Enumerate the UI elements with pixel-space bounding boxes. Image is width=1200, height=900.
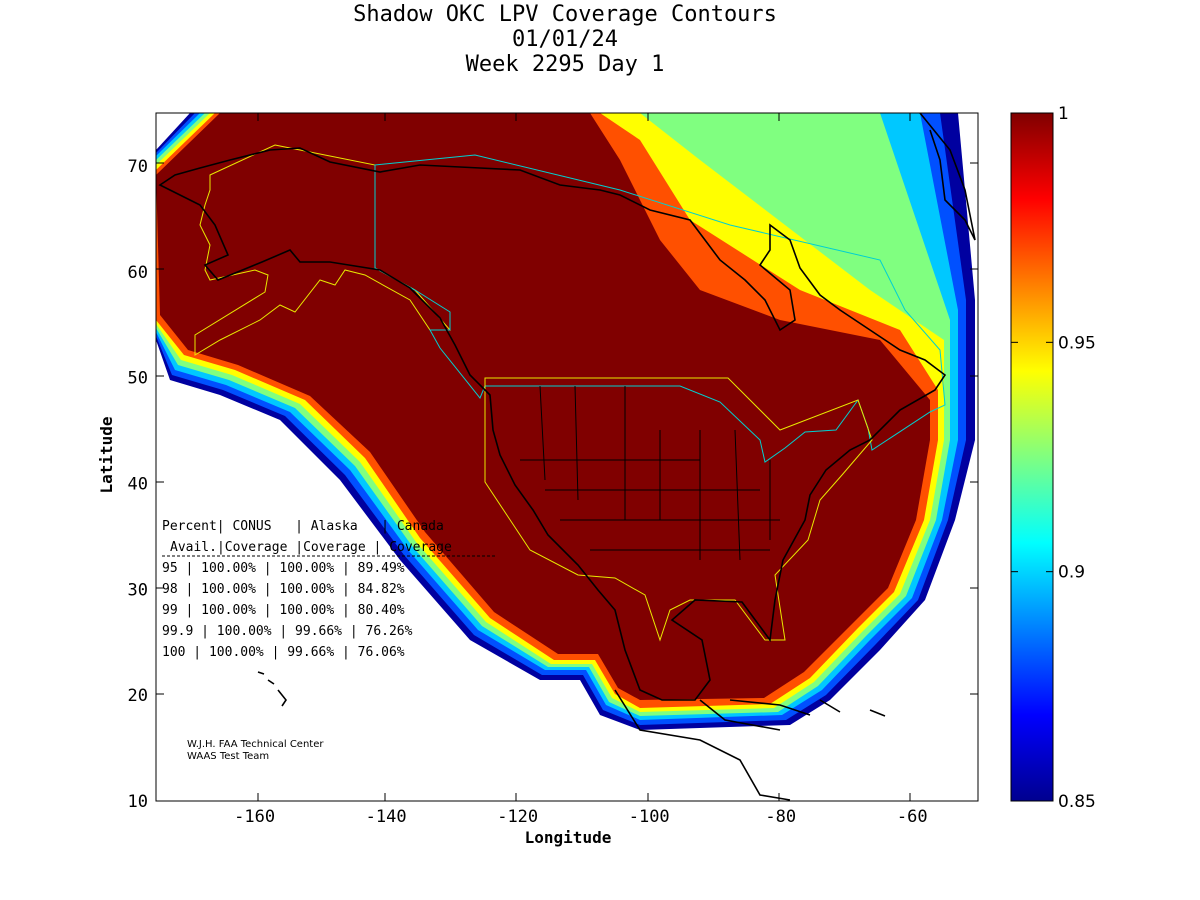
y-axis-tick-labels: 10 20 30 40 50 60 70	[128, 157, 148, 812]
x-tick-label: -60	[897, 807, 928, 827]
grid-ticks	[156, 113, 978, 801]
plot-frame	[155, 112, 979, 802]
coverage-contours	[156, 113, 975, 730]
x-axis-label: Longitude	[525, 828, 612, 847]
credits-line-2: WAAS Test Team	[187, 751, 269, 762]
table-row: 100 | 100.00% | 99.66% | 76.06%	[162, 645, 405, 660]
colorbar: 1 0.95 0.9 0.85	[1010, 104, 1096, 812]
coverage-table: Percent| CONUS | Alaska | Canada Avail.|…	[162, 519, 495, 660]
y-tick-label: 60	[128, 263, 148, 283]
x-tick-label: -120	[497, 807, 538, 827]
colorbar-gradient	[1010, 112, 1054, 802]
greenland-coast	[919, 113, 976, 241]
table-header-row-2: Avail.|Coverage |Coverage | Coverage	[170, 540, 452, 555]
region-boundaries	[194, 144, 946, 642]
title-line-1: Shadow OKC LPV Coverage Contours	[353, 2, 777, 27]
colorbar-tick-label: 0.9	[1058, 563, 1085, 583]
central-america-coast	[614, 689, 791, 801]
state-borders	[520, 385, 780, 561]
table-header-row-1: Percent| CONUS | Alaska | Canada	[162, 519, 444, 534]
colorbar-tick-label: 0.85	[1058, 792, 1096, 812]
x-tick-label: -100	[629, 807, 670, 827]
y-tick-label: 30	[128, 580, 148, 600]
table-row: 99 | 100.00% | 100.00% | 80.40%	[162, 603, 405, 618]
y-tick-label: 70	[128, 157, 148, 177]
caribbean-islands	[729, 699, 886, 717]
contour-band-100	[156, 113, 930, 700]
x-tick-label: -160	[234, 807, 275, 827]
coastlines	[158, 113, 976, 801]
y-axis-label: Latitude	[97, 416, 116, 493]
y-tick-label: 20	[128, 686, 148, 706]
title-line-2: 01/01/24	[512, 27, 618, 52]
y-tick-label: 40	[128, 474, 148, 494]
table-row: 95 | 100.00% | 100.00% | 89.49%	[162, 561, 405, 576]
x-tick-label: -80	[765, 807, 796, 827]
y-tick-label: 10	[128, 792, 148, 812]
credits-line-1: W.J.H. FAA Technical Center	[187, 739, 324, 750]
x-tick-label: -140	[366, 807, 407, 827]
colorbar-tick-label: 1	[1058, 104, 1069, 124]
colorbar-tick-label: 0.95	[1058, 333, 1096, 353]
table-row: 98 | 100.00% | 100.00% | 84.82%	[162, 582, 405, 597]
table-row: 99.9 | 100.00% | 99.66% | 76.26%	[162, 624, 413, 639]
north-america-coast	[158, 147, 947, 701]
hawaii-islands	[257, 671, 287, 707]
title-line-3: Week 2295 Day 1	[466, 52, 665, 77]
canada-boundary	[374, 154, 946, 463]
x-axis-tick-labels: -160 -140 -120 -100 -80 -60	[234, 807, 927, 827]
y-tick-label: 50	[128, 369, 148, 389]
conus-boundary	[484, 377, 873, 642]
map-plot-area	[156, 113, 978, 801]
